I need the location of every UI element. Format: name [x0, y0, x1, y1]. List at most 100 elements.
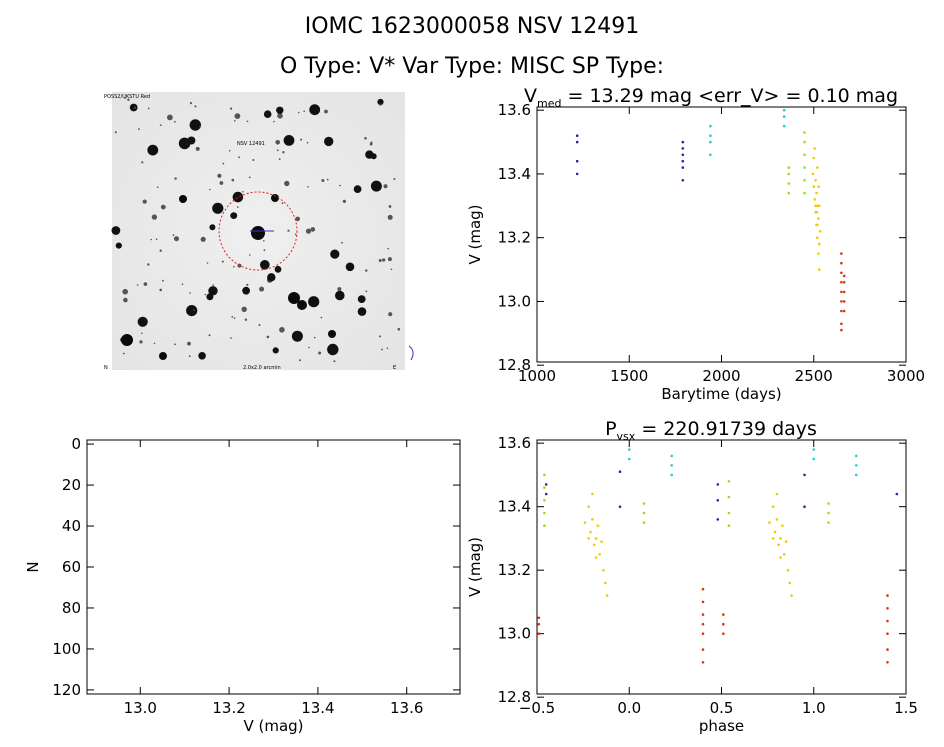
y-axis-label: N [24, 561, 42, 572]
star [141, 332, 143, 335]
data-point [842, 274, 846, 278]
star [238, 156, 241, 159]
star [330, 249, 340, 259]
histogram-chart: 13.0 13.2 13.4 13.6 0 20 40 60 80 100 120 V (mag) N [24, 435, 461, 735]
y-tick-label: 13.2 [498, 229, 531, 247]
x-axis-label: V (mag) [243, 717, 303, 735]
star [124, 97, 127, 99]
data-point [782, 124, 786, 128]
star [370, 180, 382, 192]
star [230, 212, 238, 220]
data-point [779, 556, 782, 559]
star [342, 199, 346, 203]
x-tick-label: 2000 [702, 367, 740, 385]
data-point [886, 594, 889, 597]
data-point [886, 619, 889, 623]
star [260, 260, 270, 270]
star [111, 226, 121, 235]
star [297, 300, 307, 310]
x-tick-label: 2500 [795, 367, 833, 385]
image-label-bottom-right: E [393, 365, 396, 371]
star [159, 124, 162, 126]
data-point [786, 568, 790, 572]
star [151, 214, 158, 220]
data-point [670, 454, 673, 458]
y-tick-label: 0 [71, 435, 81, 453]
data-point [787, 166, 791, 169]
data-point [575, 140, 579, 144]
star [277, 113, 283, 119]
data-point [886, 661, 889, 664]
star [242, 286, 251, 295]
data-point [594, 556, 598, 559]
data-point [716, 499, 720, 502]
star [204, 293, 207, 296]
star [189, 102, 193, 105]
y-tick-label: 80 [62, 599, 81, 617]
data-point [768, 521, 771, 524]
title-subscript: med [537, 97, 561, 110]
star [172, 234, 175, 236]
data-point [771, 505, 775, 509]
data-point [618, 505, 622, 509]
data-point [543, 524, 546, 527]
data-point [811, 172, 815, 176]
y-tick-label: 13.6 [498, 101, 531, 119]
star [295, 216, 301, 222]
data-point [782, 553, 786, 556]
star [333, 360, 336, 363]
data-point [854, 454, 858, 458]
x-tick-label: 1.5 [894, 699, 918, 717]
data-point [701, 622, 705, 626]
star [357, 295, 366, 303]
star [219, 181, 224, 185]
star [137, 316, 148, 327]
data-point [681, 140, 685, 144]
y-tick-label: 100 [52, 640, 81, 658]
data-point [803, 166, 806, 169]
star [272, 347, 279, 354]
data-point [787, 182, 791, 185]
star [178, 137, 191, 150]
y-tick-label: 13.0 [498, 292, 531, 310]
data-point [840, 252, 843, 255]
star [147, 144, 159, 156]
y-tick-label: 120 [52, 681, 81, 699]
data-point [642, 511, 646, 515]
star [390, 268, 393, 271]
plot-frame [536, 106, 907, 363]
star [208, 286, 218, 296]
star [307, 186, 309, 188]
data-point [709, 134, 712, 137]
x-tick-label: 0.5 [710, 699, 734, 717]
star [242, 191, 244, 193]
data-point [842, 300, 846, 303]
x-tick-label: −0.5 [519, 699, 555, 717]
star [159, 249, 162, 252]
star [189, 292, 191, 294]
data-point [815, 191, 818, 195]
star [275, 140, 281, 145]
star [381, 348, 383, 351]
star [378, 259, 382, 262]
data-point [709, 124, 712, 128]
star [233, 317, 236, 320]
x-tick-label: 1000 [518, 367, 556, 385]
data-point [842, 281, 846, 284]
title-main: V [524, 85, 537, 107]
star [357, 307, 367, 316]
data-point [803, 179, 806, 182]
data-point [709, 153, 712, 157]
data-point [842, 309, 846, 313]
star [370, 153, 377, 160]
star [284, 180, 290, 187]
star [160, 204, 166, 210]
star [388, 205, 392, 208]
data-point [816, 204, 819, 208]
data-point [701, 648, 705, 651]
star [174, 177, 177, 180]
star [230, 337, 232, 339]
data-point [670, 473, 673, 477]
data-point [544, 483, 548, 486]
data-point [681, 153, 685, 157]
